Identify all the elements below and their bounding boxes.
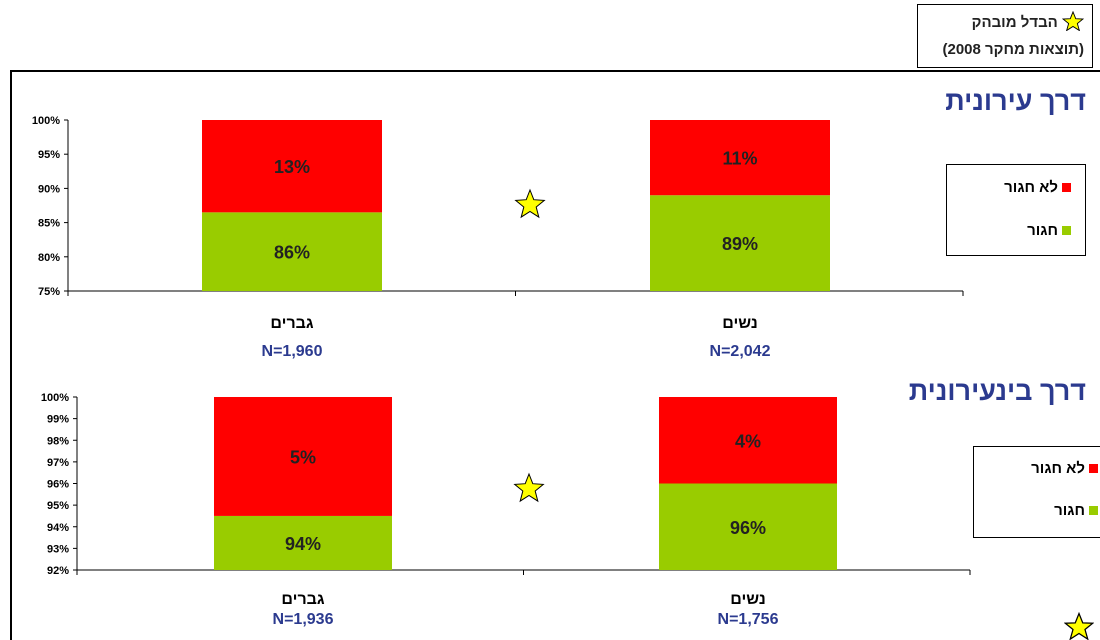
star-icon <box>1061 10 1085 32</box>
legend-swatch-green <box>1062 226 1071 235</box>
chart-title-urban: דרך עירונית <box>945 86 1086 116</box>
legend-item-unbelted: לא חגור <box>1004 179 1071 196</box>
legend-swatch-red <box>1089 464 1098 473</box>
legend-item-belted: חגור <box>1027 222 1071 239</box>
study-note: (תוצאות מחקר 2008) <box>942 41 1085 58</box>
significance-legend-box: הבדל מובהק (תוצאות מחקר 2008) <box>917 4 1093 68</box>
star-icon <box>1064 612 1094 640</box>
legend-label-unbelted: לא חגור <box>1031 460 1085 477</box>
significance-legend-row: הבדל מובהק <box>971 10 1085 32</box>
legend-swatch-green <box>1089 506 1098 515</box>
legend-item-belted: חגור <box>1054 502 1098 519</box>
legend-item-unbelted: לא חגור <box>1031 460 1098 477</box>
significance-label: הבדל מובהק <box>971 14 1058 31</box>
chart-title-interurban: דרך בינעירונית <box>908 376 1086 406</box>
legend-swatch-red <box>1062 183 1071 192</box>
legend-label-belted: חגור <box>1054 502 1085 519</box>
charts-frame <box>10 70 1100 640</box>
chart-legend-urban: לא חגור חגור <box>946 164 1086 256</box>
legend-label-unbelted: לא חגור <box>1004 179 1058 196</box>
chart-legend-interurban: לא חגור חגור <box>973 446 1100 538</box>
legend-label-belted: חגור <box>1027 222 1058 239</box>
